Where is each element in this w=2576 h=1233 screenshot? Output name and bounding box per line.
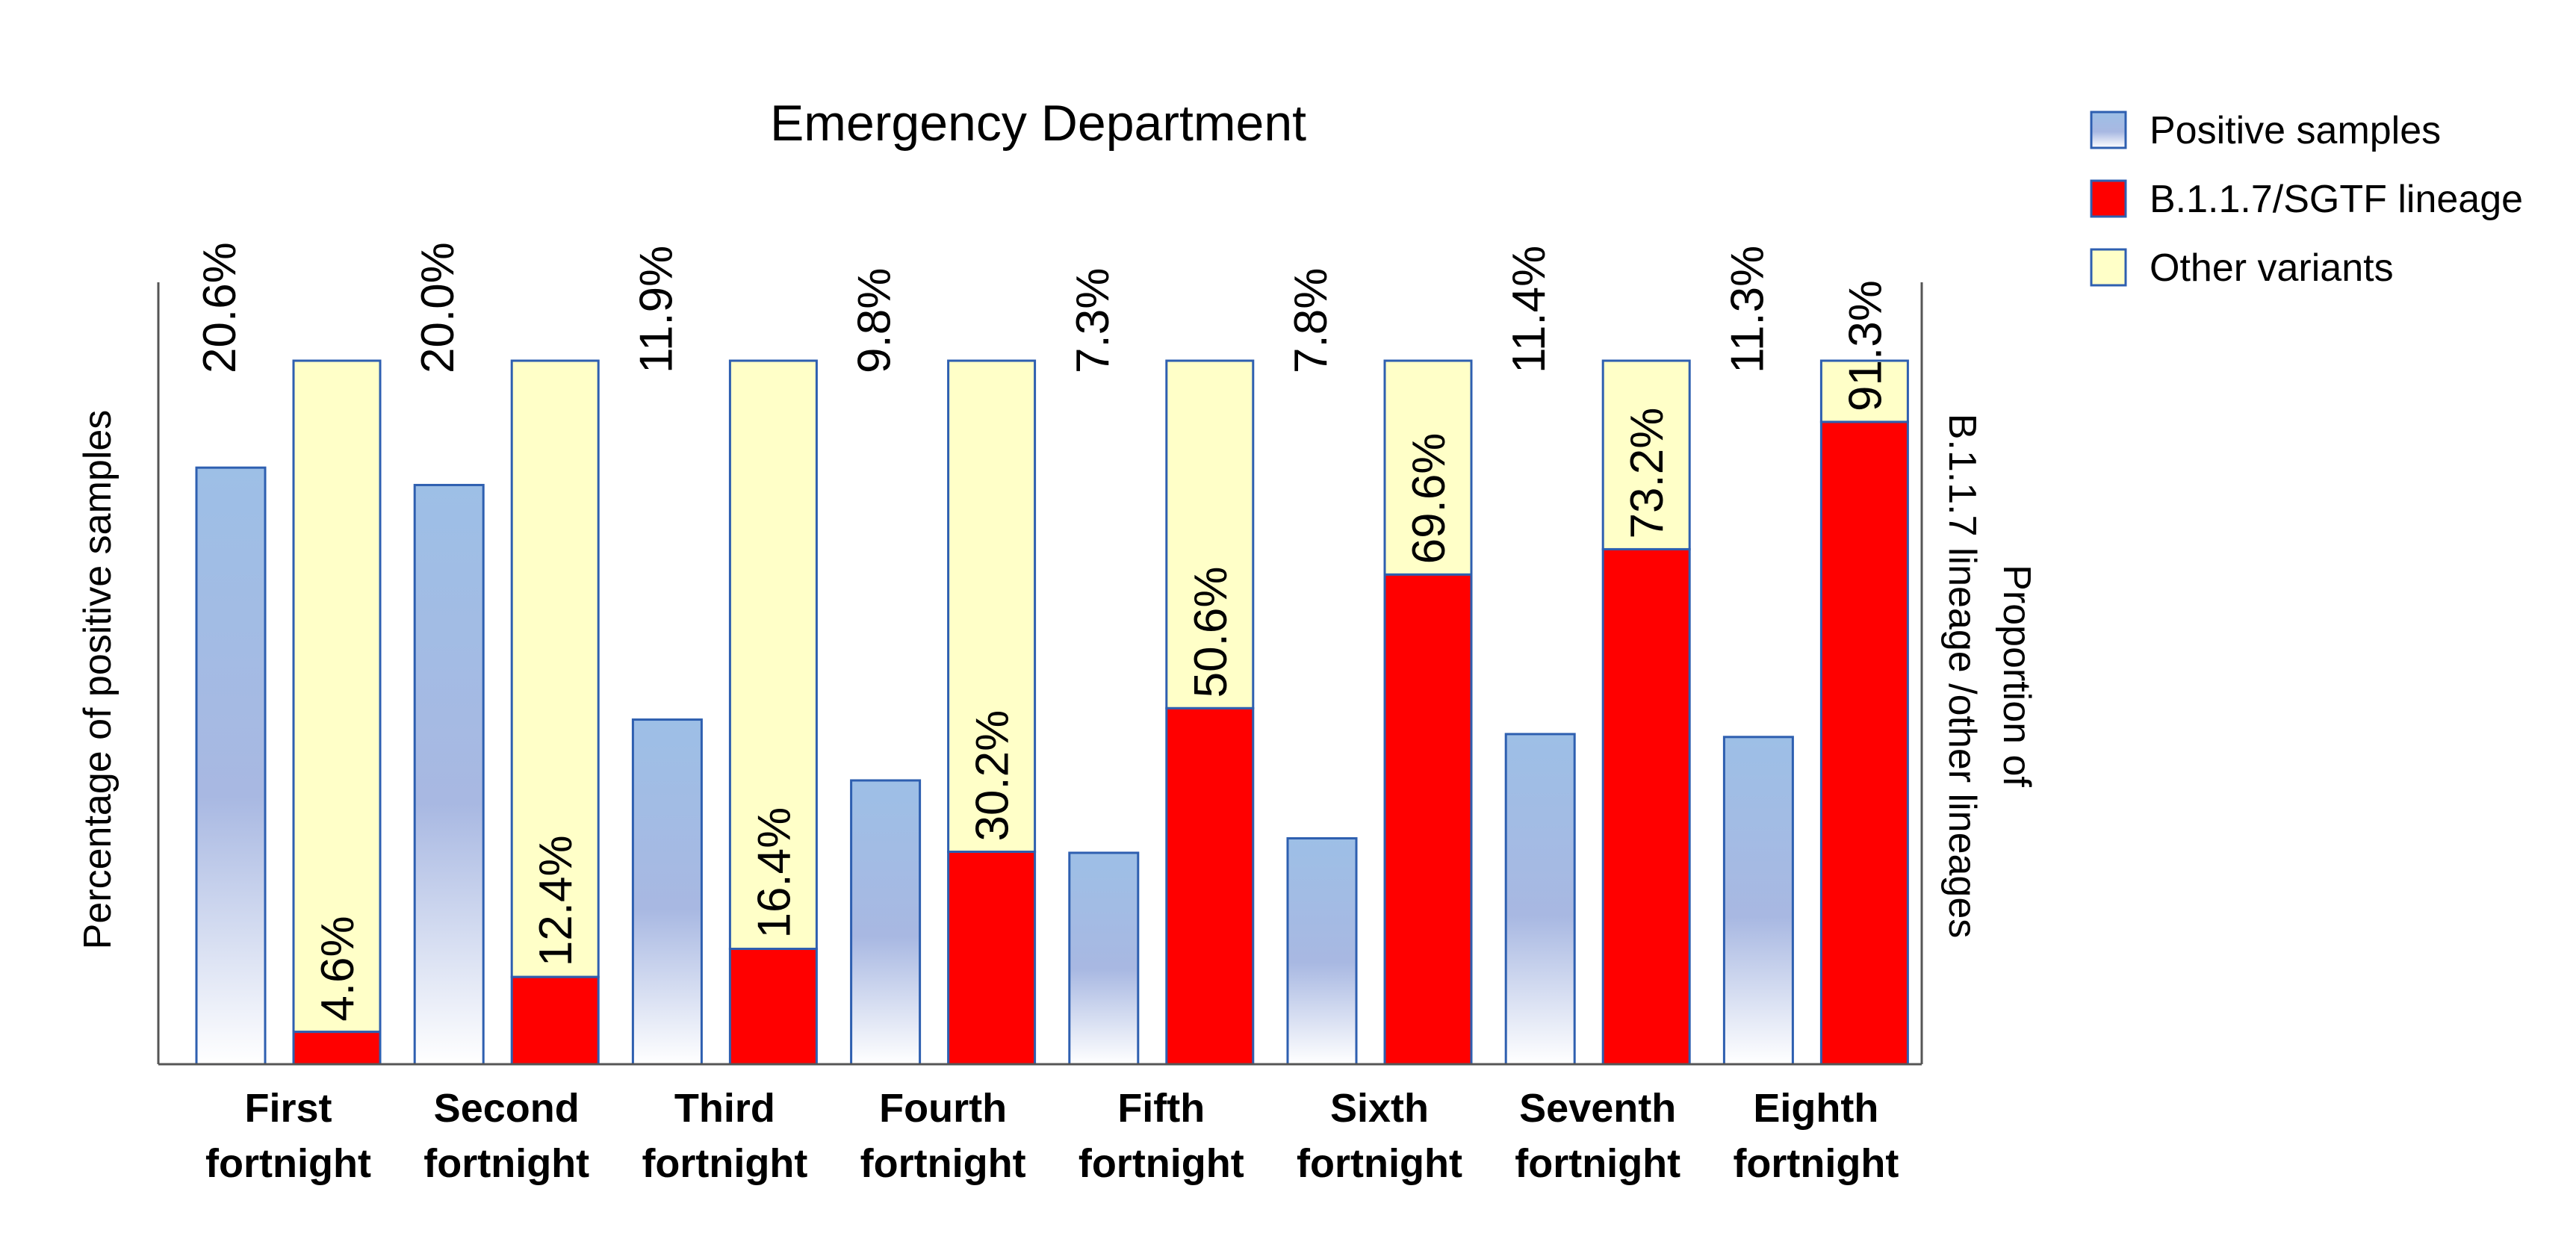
category-label-line2: fortnight (642, 1141, 807, 1186)
positive-bar (413, 483, 485, 1066)
other-variants-bar (1165, 359, 1255, 709)
legend-swatch (2090, 111, 2127, 149)
lineage-value-label: 4.6% (312, 916, 364, 1021)
category-label-line2: fortnight (860, 1141, 1026, 1186)
positive-bar (195, 466, 267, 1066)
positive-value-label: 7.3% (1067, 268, 1119, 373)
lineage-value-label: 73.2% (1621, 408, 1673, 539)
legend-swatch (2090, 248, 2127, 287)
category-label-line2: fortnight (205, 1141, 371, 1186)
positive-bar (1722, 736, 1794, 1066)
value-labels: 20.6% 4.6% 20.0% 12.4% 11.9% 16.4% 9.8% 30.2% 7.… (194, 242, 1891, 1021)
lineage-bar (292, 1031, 382, 1066)
category-label-line1: Eighth (1753, 1086, 1878, 1131)
lineage-bar (1165, 706, 1255, 1066)
category-label-line1: Sixth (1330, 1086, 1429, 1131)
other-variants-bar (1601, 359, 1691, 550)
lineage-bar (510, 975, 600, 1066)
other-variants-bar (292, 359, 382, 1034)
lineage-bar (1601, 547, 1691, 1066)
lineage-bar (947, 851, 1037, 1066)
legend-label: Other variants (2150, 246, 2394, 290)
lineage-bar (1383, 573, 1473, 1066)
bars (195, 359, 1909, 1066)
category-label-line2: fortnight (1078, 1141, 1244, 1186)
other-variants-bar (728, 359, 818, 951)
positive-bar (1286, 837, 1358, 1066)
other-variants-bar (1819, 359, 1909, 423)
category-label-line1: Third (674, 1086, 775, 1131)
chart-title: Emergency Department (770, 95, 1306, 152)
lineage-value-label: 69.6% (1403, 433, 1455, 565)
other-variants-bar (947, 359, 1037, 854)
category-label-line1: First (244, 1086, 332, 1131)
lineage-value-label: 91.3% (1840, 280, 1891, 411)
category-label-line2: fortnight (1515, 1141, 1680, 1186)
category-label-line1: Fifth (1117, 1086, 1205, 1131)
legend-swatch (2090, 179, 2127, 218)
lineage-bar (1819, 420, 1909, 1066)
category-label-line1: Second (434, 1086, 580, 1131)
positive-value-label: 11.4% (1503, 246, 1555, 373)
category-label-line2: fortnight (1733, 1141, 1899, 1186)
positive-value-label: 11.9% (630, 246, 682, 373)
lineage-bar (728, 948, 818, 1066)
other-variants-bar (1383, 359, 1473, 576)
category-label-line2: fortnight (1297, 1141, 1462, 1186)
legend-label: B.1.1.7/SGTF lineage (2150, 178, 2523, 221)
positive-bar (850, 779, 922, 1066)
category-label-line2: fortnight (423, 1141, 589, 1186)
legend-label: Positive samples (2150, 109, 2441, 152)
positive-value-label: 20.6% (194, 242, 246, 373)
positive-value-label: 20.0% (412, 242, 464, 373)
category-labels: First fortnight Second fortnight Third fortni… (205, 1086, 1899, 1186)
positive-value-label: 11.3% (1722, 246, 1773, 373)
legend: Positive samples B.1.1.7/SGTF lineage Othe… (2090, 109, 2523, 290)
y2-axis-label-line1: Proportion of (1995, 565, 2038, 787)
positive-value-label: 9.8% (849, 268, 901, 373)
lineage-value-label: 12.4% (530, 835, 582, 966)
category-label-line1: Fourth (879, 1086, 1007, 1131)
lineage-value-label: 50.6% (1185, 567, 1237, 698)
lineage-value-label: 16.4% (748, 807, 800, 939)
lineage-value-label: 30.2% (967, 710, 1019, 842)
category-label-line1: Seventh (1519, 1086, 1676, 1131)
y2-axis-label-line2: B.1.1.7 lineage /other lineages (1940, 414, 1984, 939)
positive-bar (1068, 851, 1140, 1066)
positive-bar (631, 718, 703, 1066)
y-axis-label: Percentage of positive samples (76, 410, 120, 950)
positive-value-label: 7.8% (1285, 268, 1337, 373)
positive-bar (1504, 733, 1576, 1066)
